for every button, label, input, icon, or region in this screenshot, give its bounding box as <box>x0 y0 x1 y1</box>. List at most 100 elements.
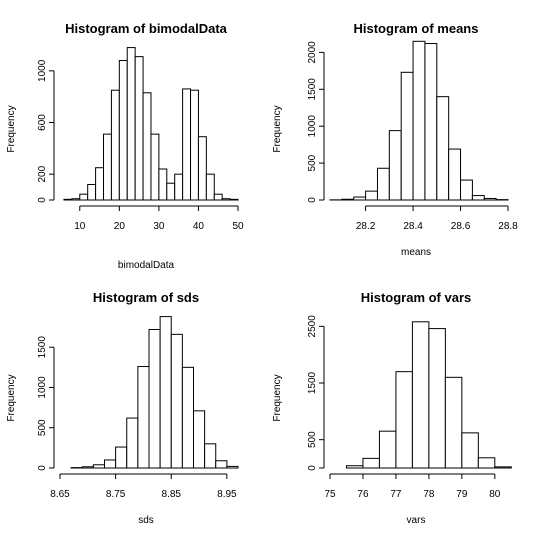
histogram-bar <box>193 410 206 469</box>
histogram-bar <box>204 443 217 469</box>
histogram-bar <box>448 148 462 201</box>
histogram-bar <box>63 198 73 201</box>
y-tick-label: 2000 <box>307 41 318 64</box>
histogram-bar <box>226 465 239 469</box>
y-tick-label: 600 <box>37 114 48 131</box>
y-tick-label: 0 <box>307 197 318 203</box>
x-tick-label: 40 <box>193 221 205 232</box>
chart-title: Histogram of sds <box>93 290 199 305</box>
histogram-bar <box>134 56 144 201</box>
histogram-bar <box>110 89 120 201</box>
y-tick-label: 1500 <box>307 78 318 101</box>
histogram-bar <box>460 179 473 201</box>
x-tick-label: 10 <box>74 221 86 232</box>
x-tick-label: 28.6 <box>451 221 471 232</box>
histogram-bar <box>71 198 81 201</box>
y-tick-label: 500 <box>307 154 318 171</box>
y-axis-label: Frequency <box>6 374 17 421</box>
x-tick-label: 20 <box>114 221 126 232</box>
x-tick-label: 8.95 <box>217 489 237 500</box>
histogram-bar <box>126 47 136 201</box>
histogram-bimodaldata: Histogram of bimodalData bimodalData Fre… <box>6 21 244 271</box>
x-axis: 75 76 77 78 79 80 <box>324 473 501 500</box>
histogram-bar <box>181 366 194 469</box>
histogram-bar <box>461 432 479 469</box>
x-axis-label: means <box>401 247 431 258</box>
histogram-bar <box>477 457 496 469</box>
histogram-bar <box>428 328 446 469</box>
histogram-bar <box>104 459 117 469</box>
y-tick-label: 200 <box>37 165 48 182</box>
histogram-bar <box>353 196 367 201</box>
x-tick-label: 8.75 <box>106 489 126 500</box>
histogram-bar <box>362 457 380 469</box>
histogram-bar <box>229 198 239 201</box>
histogram-bar <box>142 92 152 201</box>
y-axis: 0 500 1000 1500 <box>37 336 55 471</box>
histogram-vars: Histogram of vars vars Frequency 75 76 77 7… <box>272 290 512 526</box>
histogram-bar <box>483 198 497 201</box>
histogram-bar <box>424 43 438 201</box>
y-tick-label: 2500 <box>307 315 318 338</box>
histogram-bar <box>87 184 97 201</box>
histogram-bar <box>215 460 228 469</box>
y-axis-label: Frequency <box>6 105 17 152</box>
histogram-bar <box>197 136 207 201</box>
x-tick-label: 77 <box>390 489 402 500</box>
chart-title: Histogram of vars <box>361 290 472 305</box>
x-tick-label: 8.65 <box>50 489 70 500</box>
x-axis-label: bimodalData <box>118 260 175 271</box>
x-tick-label: 28.2 <box>356 221 376 232</box>
y-tick-label: 1500 <box>37 336 48 359</box>
histogram-means: Histogram of means means Frequency 28.2 2… <box>272 21 518 258</box>
histogram-bar <box>148 328 161 469</box>
bars <box>329 40 509 201</box>
histogram-bar <box>213 193 223 201</box>
histogram-bar <box>471 195 485 201</box>
histogram-bar <box>166 182 176 201</box>
histogram-bar <box>118 60 128 201</box>
histogram-bar <box>126 417 139 469</box>
histogram-bar <box>170 333 183 469</box>
x-tick-label: 78 <box>423 489 435 500</box>
y-tick-label: 500 <box>37 419 48 436</box>
y-tick-label: 500 <box>307 431 318 448</box>
x-tick-label: 28.4 <box>403 221 423 232</box>
histogram-sds: Histogram of sds sds Frequency 8.65 8.75 8… <box>6 290 239 526</box>
x-tick-label: 75 <box>324 489 336 500</box>
histogram-bar <box>190 89 199 201</box>
x-tick-label: 79 <box>456 489 468 500</box>
histogram-bar <box>79 193 89 201</box>
histogram-bar <box>444 376 463 469</box>
histogram-bar <box>376 167 390 201</box>
histogram-bar <box>159 316 172 469</box>
histogram-bar <box>400 71 414 201</box>
bars <box>70 316 239 469</box>
y-tick-label: 0 <box>307 465 318 471</box>
chart-title: Histogram of means <box>354 21 479 36</box>
y-tick-label: 0 <box>37 465 48 471</box>
histogram-bar <box>378 430 397 469</box>
x-axis-label: sds <box>138 515 154 526</box>
histogram-bar <box>92 464 105 469</box>
histogram-bar <box>395 371 413 469</box>
histogram-bar <box>221 198 231 201</box>
histogram-bar <box>158 168 168 201</box>
x-axis: 10 20 30 40 50 <box>74 205 244 232</box>
histogram-bar <box>365 190 378 201</box>
x-tick-label: 28.8 <box>498 221 518 232</box>
histogram-bar <box>182 88 192 201</box>
histogram-bar <box>345 465 364 469</box>
histogram-bar <box>412 40 426 201</box>
histogram-bar <box>174 173 184 201</box>
y-axis: 0 500 1000 1500 2000 <box>307 41 325 203</box>
y-axis: 0 200 600 1000 <box>37 59 55 203</box>
x-tick-label: 50 <box>232 221 244 232</box>
y-tick-label: 1500 <box>307 371 318 394</box>
y-axis-label: Frequency <box>272 105 283 152</box>
y-tick-label: 1000 <box>307 115 318 138</box>
x-axis-label: vars <box>407 515 426 526</box>
y-tick-label: 1000 <box>37 59 48 82</box>
histogram-bar <box>205 173 215 201</box>
